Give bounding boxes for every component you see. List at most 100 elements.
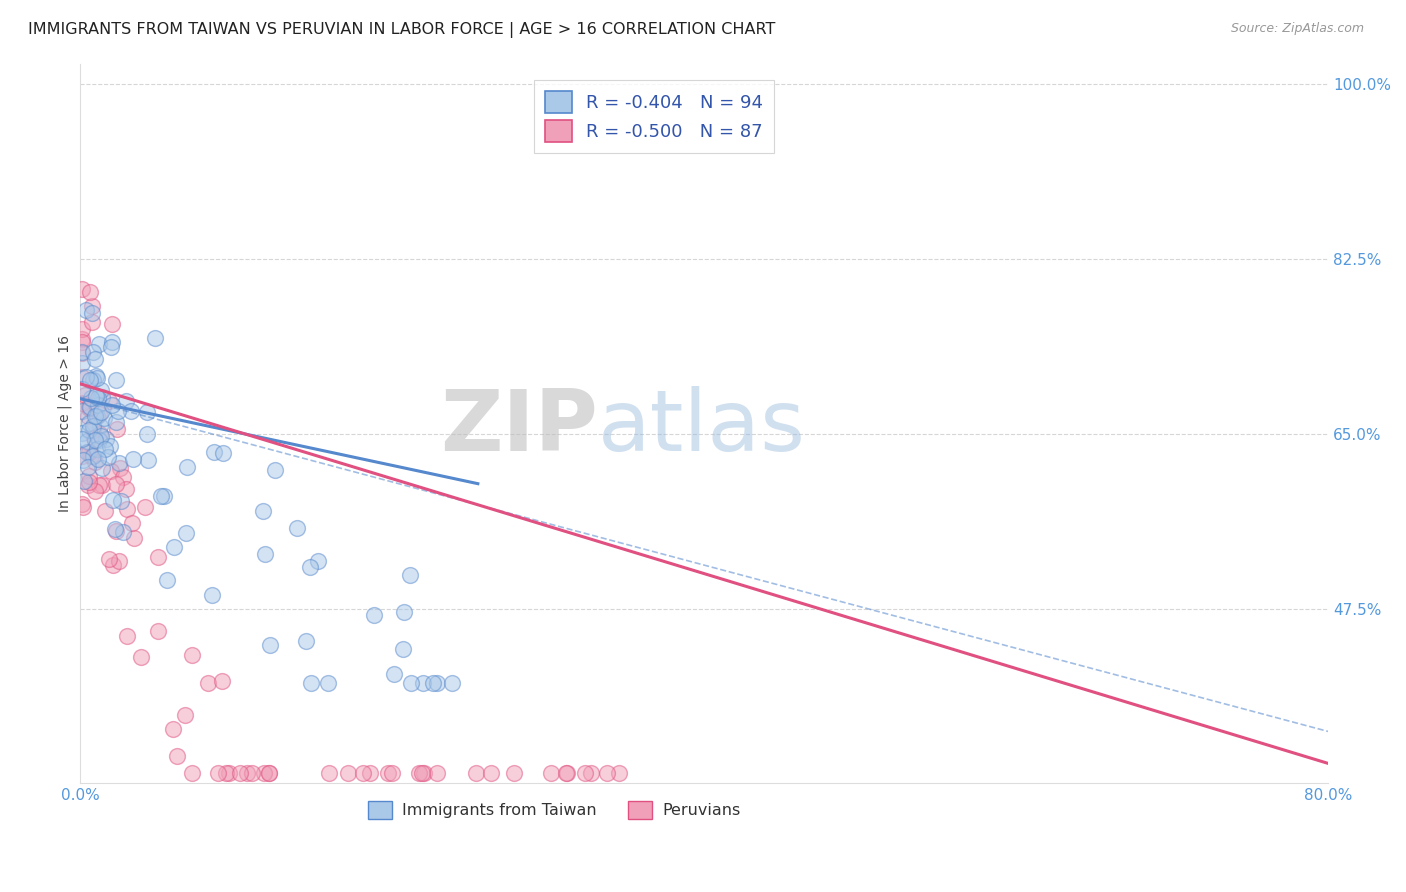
Point — [76, 459, 98, 474]
Point — [111, 470, 134, 484]
Point — [135, 405, 157, 419]
Point — [107, 404, 129, 418]
Point — [93, 410, 115, 425]
Point — [70, 396, 93, 410]
Point — [176, 459, 198, 474]
Point — [440, 676, 463, 690]
Point — [70, 334, 93, 349]
Point — [257, 766, 280, 780]
Point — [264, 463, 287, 477]
Point — [77, 423, 100, 437]
Point — [97, 450, 120, 464]
Point — [236, 766, 259, 780]
Point — [336, 766, 359, 780]
Point — [90, 383, 112, 397]
Point — [83, 454, 105, 468]
Point — [94, 433, 117, 447]
Point — [201, 588, 224, 602]
Point — [229, 766, 252, 780]
Point — [98, 394, 121, 409]
Point — [252, 504, 274, 518]
Point — [87, 433, 110, 447]
Point — [166, 749, 188, 764]
Point — [70, 425, 93, 440]
Point — [94, 504, 117, 518]
Point — [108, 461, 131, 475]
Point — [101, 317, 124, 331]
Point — [82, 423, 104, 437]
Point — [115, 501, 138, 516]
Point — [101, 399, 124, 413]
Point — [411, 766, 433, 780]
Point — [285, 521, 308, 535]
Point — [359, 766, 381, 780]
Point — [207, 766, 229, 780]
Point — [211, 674, 233, 689]
Point — [86, 442, 108, 456]
Point — [299, 676, 322, 690]
Point — [82, 449, 104, 463]
Point — [555, 766, 578, 780]
Point — [87, 391, 110, 405]
Point — [607, 766, 630, 780]
Point — [574, 766, 596, 780]
Point — [72, 453, 94, 467]
Point — [540, 766, 562, 780]
Point — [77, 469, 100, 483]
Point — [295, 634, 318, 648]
Point — [381, 766, 404, 780]
Point — [76, 445, 98, 459]
Point — [114, 393, 136, 408]
Point — [70, 332, 93, 346]
Point — [122, 451, 145, 466]
Point — [87, 452, 110, 467]
Point — [100, 340, 122, 354]
Point — [86, 409, 108, 423]
Y-axis label: In Labor Force | Age > 16: In Labor Force | Age > 16 — [58, 335, 72, 512]
Point — [242, 766, 264, 780]
Point — [83, 432, 105, 446]
Text: Source: ZipAtlas.com: Source: ZipAtlas.com — [1230, 22, 1364, 36]
Point — [105, 477, 128, 491]
Point — [70, 497, 93, 511]
Point — [479, 766, 502, 780]
Point — [70, 345, 93, 359]
Point — [77, 444, 100, 458]
Point — [104, 522, 127, 536]
Point — [90, 429, 112, 443]
Point — [70, 432, 93, 446]
Point — [218, 766, 240, 780]
Point — [90, 404, 112, 418]
Point — [70, 356, 93, 370]
Point — [352, 766, 374, 780]
Point — [215, 766, 238, 780]
Point — [162, 722, 184, 736]
Text: ZIP: ZIP — [440, 386, 598, 469]
Point — [75, 369, 97, 384]
Point — [136, 427, 159, 442]
Point — [103, 558, 125, 572]
Point — [77, 409, 100, 423]
Point — [79, 401, 101, 415]
Point — [76, 478, 98, 492]
Point — [84, 389, 107, 403]
Point — [148, 624, 170, 639]
Point — [413, 766, 436, 780]
Point — [156, 573, 179, 587]
Point — [94, 442, 117, 457]
Point — [299, 560, 322, 574]
Point — [394, 605, 416, 619]
Point — [596, 766, 619, 780]
Legend: Immigrants from Taiwan, Peruvians: Immigrants from Taiwan, Peruvians — [361, 795, 747, 826]
Point — [392, 642, 415, 657]
Point — [259, 766, 281, 780]
Point — [174, 525, 197, 540]
Point — [581, 766, 603, 780]
Point — [98, 439, 121, 453]
Point — [82, 299, 104, 313]
Point — [70, 321, 93, 335]
Point — [89, 477, 111, 491]
Point — [202, 445, 225, 459]
Point — [318, 676, 340, 690]
Point — [398, 568, 420, 582]
